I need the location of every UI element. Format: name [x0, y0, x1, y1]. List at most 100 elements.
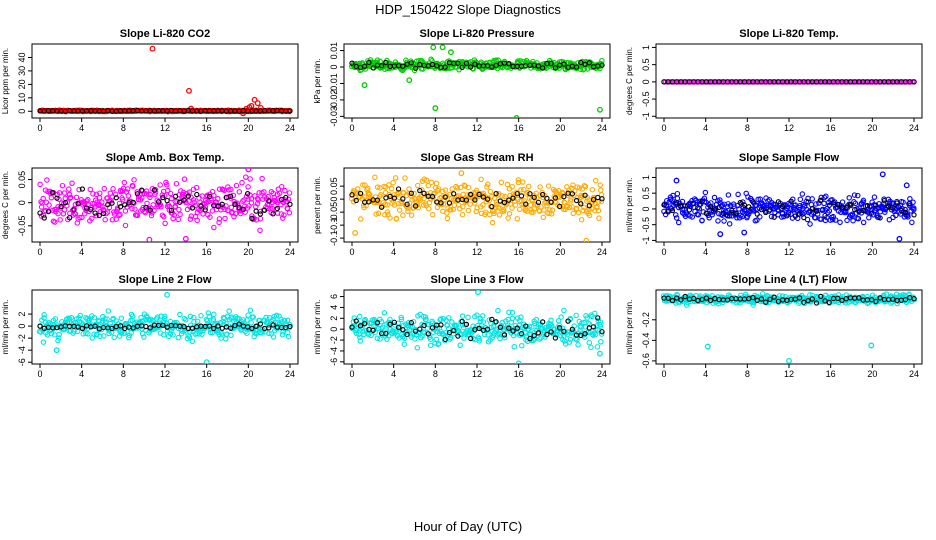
sample-point — [674, 190, 681, 197]
sample-point — [706, 215, 712, 221]
mean-point — [548, 329, 554, 335]
mean-point — [370, 65, 376, 71]
sample-point — [357, 334, 363, 341]
outlier-point — [583, 237, 590, 242]
sample-point — [379, 324, 386, 331]
sample-point — [502, 193, 508, 200]
mean-point — [724, 213, 731, 219]
mean-point — [682, 203, 688, 209]
sample-point — [566, 339, 573, 345]
mean-point — [565, 318, 571, 324]
sample-point — [356, 313, 363, 320]
sample-point — [586, 206, 592, 212]
sample-point — [589, 313, 595, 320]
data-points — [349, 44, 605, 118]
sample-point — [200, 211, 206, 217]
sample-point — [187, 313, 194, 320]
sample-point — [706, 79, 712, 85]
sample-point — [479, 313, 486, 319]
mean-point — [374, 320, 381, 326]
chart-panel-1: Slope Li-820 CO2 0 4 8 12 16 20 24 0 10 20 30 40 Lico… — [1, 28, 299, 133]
sample-point — [498, 179, 505, 186]
panel-title: Slope Li-820 CO2 — [120, 28, 210, 40]
sample-point — [129, 313, 136, 319]
sample-point — [112, 191, 119, 198]
y-tick-label: 0.05 — [329, 177, 339, 195]
sample-point — [400, 212, 406, 218]
sample-point — [541, 331, 547, 338]
sample-point — [375, 210, 382, 217]
mean-point — [813, 300, 820, 306]
mean-point — [826, 299, 832, 306]
sample-point — [598, 331, 605, 337]
outlier-point — [361, 82, 368, 89]
outlier-point — [596, 350, 603, 357]
mean-point — [219, 201, 225, 207]
mean-point — [408, 319, 414, 326]
sample-point — [365, 331, 372, 338]
sample-point — [851, 192, 858, 198]
sample-point — [559, 191, 566, 197]
sample-point — [119, 196, 126, 203]
x-tick-label: 8 — [121, 123, 126, 133]
sample-point — [435, 340, 442, 347]
sample-point — [386, 182, 392, 188]
mean-point — [438, 200, 444, 206]
mean-point — [691, 200, 697, 207]
sample-point — [254, 200, 261, 207]
mean-point — [729, 207, 735, 214]
y-tick-label: -1 — [641, 112, 651, 120]
mean-point — [54, 195, 60, 201]
sample-point — [270, 316, 276, 323]
x-tick-label: 8 — [433, 369, 438, 379]
x-tick-label: 16 — [826, 247, 836, 257]
mean-point — [898, 207, 904, 214]
sample-point — [711, 194, 718, 201]
mean-point — [493, 62, 499, 69]
y-tick-label: -0.1 — [329, 230, 339, 246]
sample-point — [820, 298, 826, 305]
sample-point — [577, 327, 583, 333]
mean-point — [877, 295, 883, 301]
mean-point — [890, 205, 896, 211]
sample-point — [130, 183, 136, 189]
sample-point — [465, 314, 471, 321]
mean-point — [877, 215, 883, 221]
sample-point — [197, 328, 204, 335]
sample-point — [233, 182, 240, 189]
sample-point — [245, 184, 251, 190]
sample-point — [512, 202, 519, 208]
mean-point — [801, 299, 807, 305]
sample-point — [799, 191, 806, 197]
sample-point — [424, 325, 431, 331]
sample-point — [211, 311, 217, 318]
sample-point — [243, 174, 249, 180]
mean-point — [353, 197, 359, 204]
x-tick-label: 24 — [597, 369, 607, 379]
y-tick-label: 0 — [17, 109, 27, 114]
mean-point — [438, 322, 444, 328]
mean-point — [540, 319, 546, 325]
sample-point — [592, 177, 599, 184]
sample-point — [199, 193, 205, 199]
sample-point — [484, 184, 490, 190]
mean-point — [674, 295, 680, 301]
sample-point — [167, 331, 174, 337]
mean-point — [754, 211, 760, 217]
sample-point — [781, 213, 787, 220]
outlier-point — [149, 45, 156, 52]
y-tick-label: -0.02 — [329, 90, 339, 111]
y-tick-label: -0.1 — [329, 217, 339, 233]
data-points — [36, 291, 293, 364]
mean-point — [366, 199, 372, 205]
sample-point — [282, 187, 288, 194]
mean-point — [412, 65, 419, 71]
sample-point — [406, 200, 413, 207]
y-tick-label: 0.5 — [641, 187, 651, 200]
sample-point — [116, 200, 123, 207]
sample-point — [526, 323, 533, 330]
sample-point — [444, 210, 450, 216]
y-tick-label: 2 — [17, 312, 27, 317]
sample-point — [164, 187, 171, 194]
x-tick-label: 0 — [349, 247, 354, 257]
